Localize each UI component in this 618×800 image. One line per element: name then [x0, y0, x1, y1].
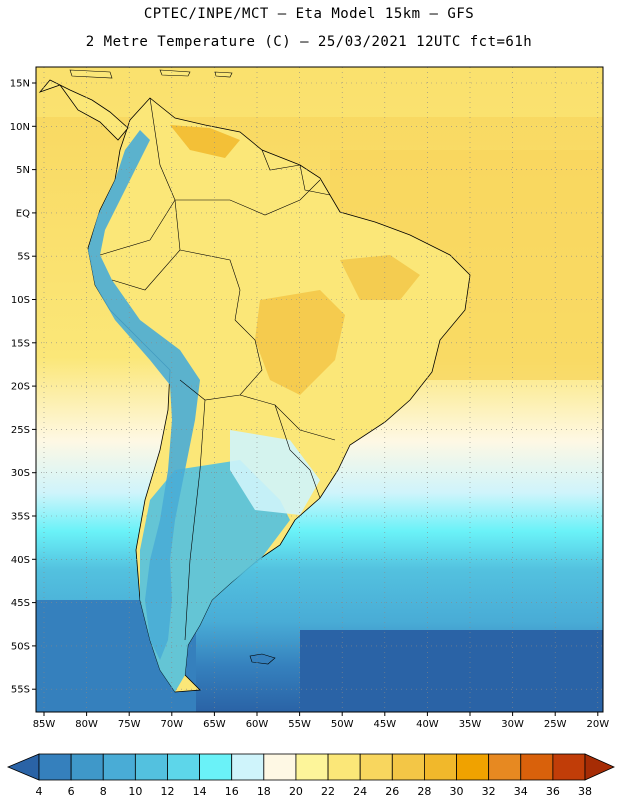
colorbar-tick-label: 22 [321, 785, 335, 798]
caribbean-islands [69, 69, 233, 79]
map-area [36, 67, 603, 712]
falkland-islands [249, 653, 276, 665]
map-frame [35, 66, 604, 713]
colorbar-tick-label: 10 [128, 785, 142, 798]
lon-label: 30W [501, 719, 524, 730]
colorbar-tick-label: 16 [225, 785, 239, 798]
south-atlantic-cold [300, 630, 603, 712]
lat-label: 15S [11, 338, 30, 349]
colorbar-swatch [359, 753, 393, 781]
colorbar-tick-label: 6 [68, 785, 75, 798]
hot-northeast-brazil [340, 255, 420, 300]
lon-label: 45W [373, 719, 396, 730]
colorbar: 4 6 8 10 12 14 16 18 20 22 24 26 28 30 32 34 36 38 [6, 753, 615, 798]
colorbar-swatch [263, 753, 297, 781]
colorbar-swatch [134, 753, 168, 781]
colorbar-tick-label: 8 [100, 785, 107, 798]
colorbar-swatch [488, 753, 522, 781]
colorbar-swatch [295, 753, 329, 781]
lat-label: 10S [11, 295, 30, 306]
lon-label: 55W [288, 719, 311, 730]
cool-southern-cone [140, 460, 290, 692]
lat-label: 50S [11, 641, 30, 652]
colorbar-tick-label: 14 [193, 785, 207, 798]
longitude-labels: 85W 80W 75W 70W 65W 60W 55W 50W 45W 40W 35W 30W 25W 2… [33, 712, 609, 730]
lat-label: 35S [11, 512, 30, 523]
colorbar-swatch [70, 753, 104, 781]
colorbar-tick-label: 4 [36, 785, 43, 798]
colorbar-arrow-high [584, 753, 615, 781]
title-line-1: CPTEC/INPE/MCT – Eta Model 15km – GFS [143, 6, 475, 22]
colorbar-tick-label: 30 [450, 785, 464, 798]
colorbar-swatch [424, 753, 457, 781]
lat-label: 55S [11, 685, 30, 696]
lon-label: 75W [118, 719, 141, 730]
lat-label: 20S [11, 382, 30, 393]
cool-argentina-plains [230, 430, 320, 515]
lat-label: 5N [16, 165, 30, 176]
lon-label: 85W [33, 719, 56, 730]
colorbar-swatch [167, 753, 200, 781]
colorbar-swatch [391, 753, 425, 781]
lon-label: 40W [416, 719, 439, 730]
colorbar-arrow-low [6, 753, 40, 781]
colorbar-tick-label: 24 [353, 785, 367, 798]
country-borders [99, 97, 336, 641]
colorbar-tick-label: 28 [417, 785, 431, 798]
title-line-2: 2 Metre Temperature (C) – 25/03/2021 12U… [85, 34, 533, 50]
colorbar-swatch [552, 753, 586, 781]
lat-label: 10N [10, 122, 30, 133]
colorbar-swatch [102, 753, 136, 781]
latitude-labels: 15N 10N 5N EQ 5S 10S 15S 20S 25S 30S 35S 40S 45S 50S 5… [10, 79, 36, 696]
lon-label: 80W [75, 719, 98, 730]
lon-label: 65W [203, 719, 226, 730]
lat-label: 5S [17, 252, 30, 263]
lat-label: 25S [11, 425, 30, 436]
lon-label: 25W [544, 719, 567, 730]
colorbar-swatch [231, 753, 265, 781]
colorbar-tick-label: 20 [289, 785, 303, 798]
lat-label: 15N [10, 79, 30, 90]
lat-label: 30S [11, 468, 30, 479]
lat-label: EQ [16, 208, 30, 219]
colorbar-tick-label: 26 [385, 785, 399, 798]
colorbar-swatch [38, 753, 72, 781]
lat-label: 45S [11, 598, 30, 609]
colorbar-swatch [520, 753, 554, 781]
northern-ocean-band [36, 67, 603, 117]
colorbar-tick-label: 34 [514, 785, 528, 798]
colorbar-swatch [199, 753, 233, 781]
colorbar-swatch [327, 753, 361, 781]
lon-label: 70W [160, 719, 183, 730]
lon-label: 20W [586, 719, 609, 730]
central-america-land [38, 79, 129, 141]
colorbar-tick-label: 12 [160, 785, 174, 798]
lon-label: 60W [246, 719, 269, 730]
colorbar-tick-label: 36 [546, 785, 560, 798]
lon-label: 35W [459, 719, 482, 730]
lat-label: 40S [11, 555, 30, 566]
hot-northern-venezuela [170, 125, 240, 158]
lon-label: 50W [331, 719, 354, 730]
hot-interior-brazil [255, 290, 345, 395]
colorbar-tick-label: 38 [578, 785, 592, 798]
colorbar-tick-label: 32 [482, 785, 496, 798]
colorbar-swatch [456, 753, 490, 781]
colorbar-tick-label: 18 [257, 785, 271, 798]
